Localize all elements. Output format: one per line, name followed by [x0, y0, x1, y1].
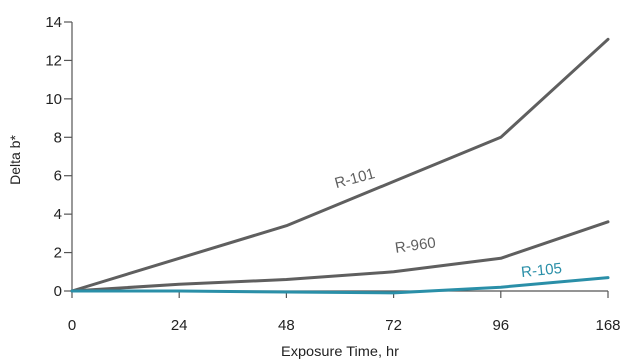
x-axis-title: Exposure Time, hr [281, 343, 399, 359]
series-label-r-105: R-105 [520, 260, 562, 281]
series-labels: R-101 R-960 R-105 [333, 165, 563, 281]
y-tick-label: 4 [54, 206, 62, 223]
series-lines [70, 37, 610, 295]
x-tick-label: 72 [385, 317, 402, 334]
y-tick-label: 6 [54, 168, 62, 185]
x-tick-label: 96 [492, 317, 509, 334]
series-line-r-101 [70, 37, 610, 293]
y-tick-label: 12 [45, 52, 62, 69]
y-tick-label: 8 [54, 129, 62, 146]
series-label-r-960: R-960 [394, 234, 437, 257]
x-tick-label: 168 [595, 317, 620, 334]
x-tick-label: 0 [68, 317, 76, 334]
x-ticks: 0 24 48 72 96 168 [68, 291, 621, 334]
y-tick-label: 0 [54, 283, 62, 300]
y-tick-label: 10 [45, 91, 62, 108]
series-line-r-960 [70, 220, 610, 293]
y-tick-label: 2 [54, 245, 62, 262]
y-axis-title: Delta b* [7, 135, 23, 185]
series-label-r-101: R-101 [333, 165, 377, 192]
x-tick-label: 24 [171, 317, 188, 334]
y-ticks: 0 2 4 6 8 10 12 14 [45, 14, 72, 300]
y-tick-label: 14 [45, 14, 62, 31]
series-line-r-105 [70, 276, 610, 295]
x-tick-label: 48 [278, 317, 295, 334]
